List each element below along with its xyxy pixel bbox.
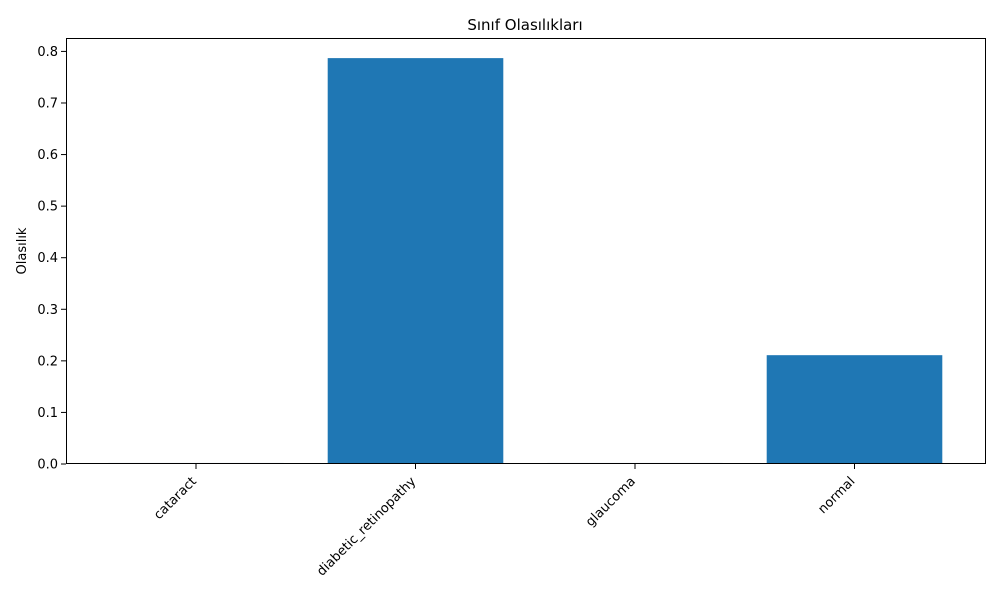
y-tick-label: 0.4 [37, 251, 58, 266]
bars-layer [108, 58, 943, 464]
y-tick-label: 0.1 [37, 406, 58, 421]
x-tick-label: cataract [151, 474, 200, 523]
x-tick-label: normal [816, 474, 859, 517]
x-tick-label: diabetic_retinopathy [314, 474, 419, 579]
y-tick-label: 0.0 [37, 458, 58, 473]
x-axis: cataract diabetic_retinopathy glaucoma norm… [151, 464, 858, 579]
y-tick-label: 0.3 [37, 303, 58, 318]
plot-frame [66, 38, 986, 464]
y-tick-label: 0.7 [37, 96, 58, 111]
bar-normal [766, 355, 943, 464]
y-tick-label: 0.2 [37, 354, 58, 369]
y-axis: 0.0 0.1 0.2 0.3 0.4 0.5 0.6 0.7 0.8 [37, 45, 66, 473]
y-tick-label: 0.8 [37, 45, 58, 60]
y-tick-label: 0.5 [37, 200, 58, 215]
chart-title: Sınıf Olasılıkları [467, 16, 582, 34]
y-tick-label: 0.6 [37, 148, 58, 163]
x-tick-label: glaucoma [583, 474, 639, 530]
y-axis-label: Olasılık [15, 227, 30, 274]
bar-diabetic-retinopathy [327, 58, 504, 464]
